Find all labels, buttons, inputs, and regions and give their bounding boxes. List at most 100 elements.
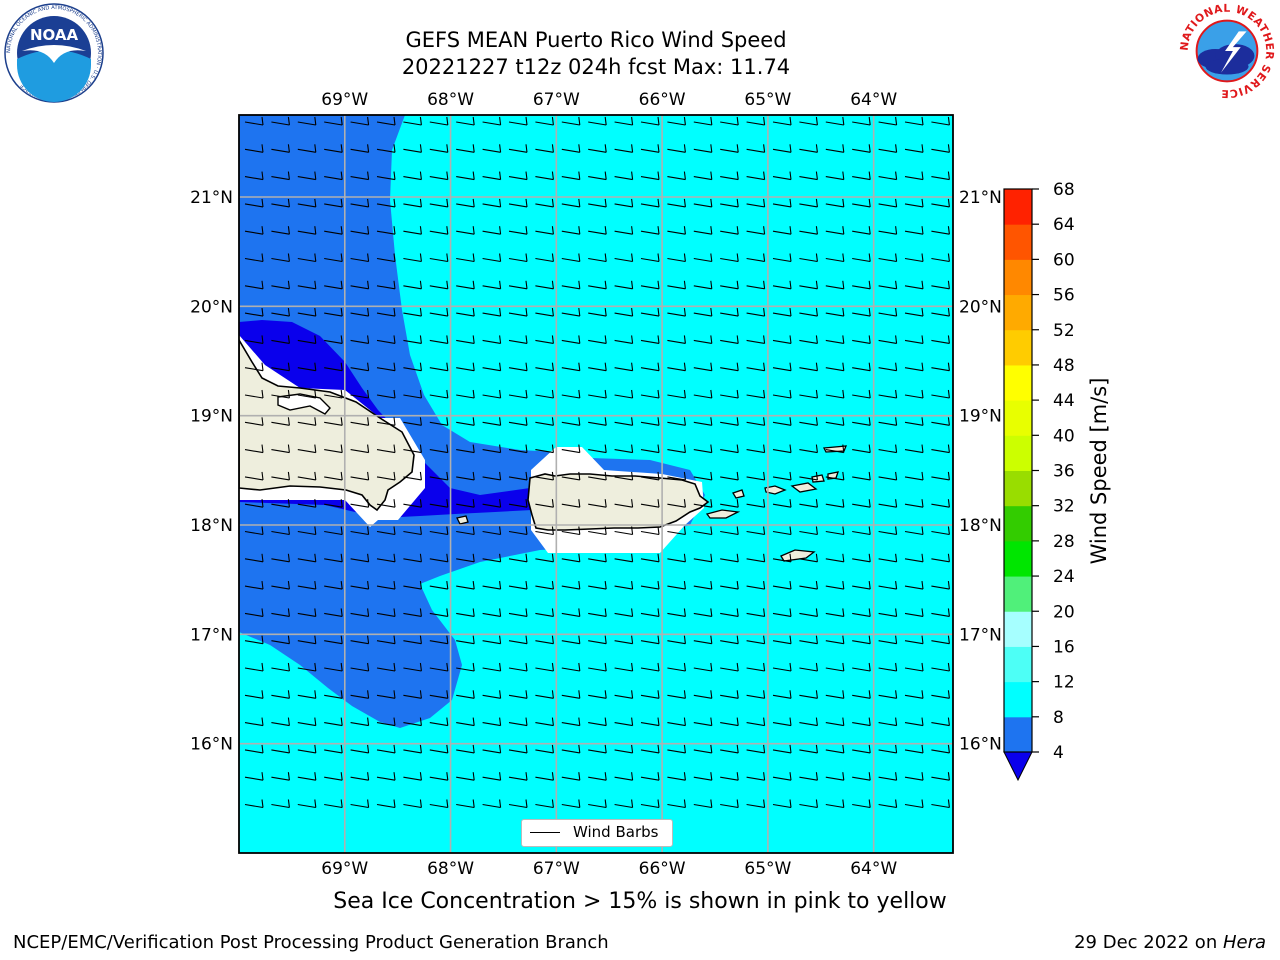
wind-barb [482, 717, 502, 727]
wind-barb [878, 744, 898, 754]
wind-barb [614, 171, 634, 181]
wind-barb [297, 526, 317, 536]
wind-barb [746, 581, 766, 590]
virgin-islands [764, 445, 847, 495]
wind-barb [244, 499, 264, 508]
wind-barb [561, 444, 581, 454]
wind-barb [297, 253, 317, 263]
wind-barb [931, 662, 950, 672]
wind-barb [350, 198, 370, 208]
wind-barb [297, 471, 317, 481]
wind-barb [429, 744, 449, 754]
wind-barb [350, 799, 370, 809]
wind-barb [244, 280, 264, 290]
wind-barb [693, 662, 713, 672]
wind-barb [667, 198, 686, 208]
wind-barb [720, 308, 739, 317]
wind-barb [508, 635, 528, 645]
wind-barb [746, 799, 766, 809]
wind-barb [429, 362, 449, 372]
wind-barb [456, 471, 475, 481]
wind-barb [403, 171, 422, 181]
wind-barb [667, 362, 686, 372]
wind-barb [852, 280, 871, 290]
wind-barb [614, 526, 634, 536]
wind-barb [271, 362, 290, 372]
wind-barb [720, 226, 739, 235]
wind-barb [535, 171, 554, 181]
wind-barb [852, 335, 871, 344]
wind-barb [720, 335, 739, 344]
wind-barb [746, 335, 766, 344]
wind-barb [508, 226, 528, 235]
lon-tick-label-bottom: 69°W [321, 859, 368, 879]
wind-barb [376, 799, 396, 809]
wind-barb [244, 362, 264, 372]
wind-barb [825, 171, 845, 181]
wind-barb [271, 389, 290, 399]
lat-tick-label-left: 16°N [190, 735, 233, 755]
wind-barb [403, 608, 422, 617]
wind-barb [535, 635, 554, 645]
wind-barb [588, 417, 607, 426]
wind-barb [693, 717, 713, 727]
wind-barb [693, 308, 713, 317]
wind-barb [271, 308, 290, 317]
wind-barb [588, 526, 607, 536]
wind-barb [456, 608, 475, 617]
wind-barb [297, 717, 317, 727]
wind-barb [825, 308, 845, 317]
wind-barb [931, 499, 950, 508]
wind-barb [799, 280, 818, 290]
wind-barb [456, 772, 475, 781]
colorbar-tick-label: 20 [1053, 602, 1075, 622]
hispaniola-inlet [277, 393, 331, 415]
wind-barb [640, 280, 660, 290]
wind-barb [271, 717, 290, 727]
wind-barb [297, 417, 317, 426]
wind-barb [429, 389, 449, 399]
wind-barb [244, 799, 264, 809]
wind-barb [614, 198, 634, 208]
wind-barb [350, 335, 370, 344]
wind-barb [799, 581, 818, 590]
colorbar-under-triangle [1003, 751, 1033, 782]
colorbar-swatch [1004, 576, 1032, 612]
wind-barb [324, 608, 343, 617]
wind-barb [297, 144, 317, 153]
wind-barb [376, 389, 396, 399]
wind-barb [878, 389, 898, 399]
wind-barb [324, 171, 343, 181]
wind-barb [561, 280, 581, 290]
wind-barb [561, 662, 581, 672]
wind-barb [588, 253, 607, 263]
wind-barb [799, 717, 818, 727]
wind-barb [244, 581, 264, 590]
lat-tick-label-right: 20°N [959, 297, 1002, 317]
wind-barb [772, 144, 792, 153]
wind-barb [376, 335, 396, 344]
wind-barb [482, 499, 502, 508]
wind-barb [271, 772, 290, 781]
wind-barb [931, 198, 950, 208]
wind-barb [931, 744, 950, 754]
wind-barb [271, 144, 290, 153]
wind-barb [535, 417, 554, 426]
wind-barb [852, 417, 871, 426]
wind-barb [825, 253, 845, 263]
wind-barb [720, 417, 739, 426]
wind-barb [324, 635, 343, 645]
wind-barb [561, 471, 581, 481]
wind-barb [720, 635, 739, 645]
wind-barb [825, 280, 845, 290]
wind-barb [904, 690, 924, 699]
wind-barb [614, 471, 634, 481]
wind-barb [350, 417, 370, 426]
wind-barb [535, 499, 554, 508]
wind-barb [403, 799, 422, 809]
wind-barb [667, 171, 686, 181]
mona-island [456, 515, 469, 525]
colorbar-swatch [1004, 435, 1032, 471]
wind-barb [878, 253, 898, 263]
wind-barb [508, 553, 528, 563]
